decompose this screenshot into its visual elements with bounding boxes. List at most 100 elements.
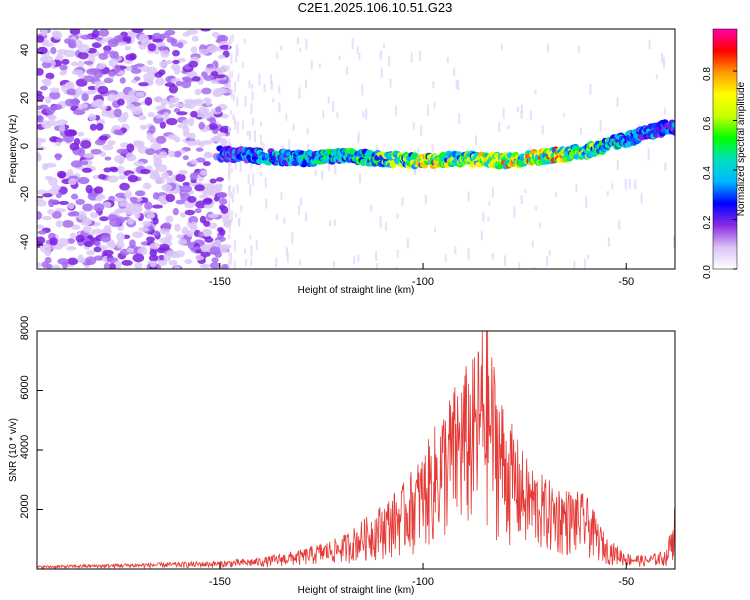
heatmap-noise-cell — [58, 123, 66, 132]
heatmap-faint-cell — [239, 161, 242, 172]
heatmap-noise-cell — [43, 42, 55, 47]
heatmap-faint-cell — [299, 47, 302, 53]
heatmap-noise-cell — [203, 97, 211, 103]
heatmap-faint-cell — [446, 56, 449, 64]
heatmap-noise-cell — [115, 208, 124, 214]
heatmap-noise-cell — [160, 98, 167, 107]
heatmap-faint-cell — [534, 89, 537, 95]
heatmap-noise-cell — [83, 75, 95, 82]
heatmap-faint-cell — [410, 52, 413, 63]
heatmap-noise-cell — [68, 178, 77, 185]
colorbar-label: Normalized spectral amplitude — [736, 81, 747, 216]
heatmap-faint-cell — [228, 65, 231, 71]
heatmap-noise-cell — [208, 222, 218, 229]
heatmap-noise-cell — [67, 39, 76, 48]
heatmap-faint-cell — [228, 172, 231, 177]
heatmap-noise-cell — [214, 250, 223, 258]
heatmap-noise-cell — [107, 140, 116, 146]
heatmap-faint-cell — [375, 145, 378, 151]
bottom-y-tick-label: 6000 — [19, 375, 31, 399]
heatmap-faint-cell — [292, 123, 295, 131]
heatmap-noise-cell — [80, 34, 92, 40]
heatmap-noise-cell — [200, 244, 208, 253]
heatmap-noise-cell — [122, 111, 129, 121]
heatmap-faint-cell — [322, 110, 325, 119]
heatmap-noise-cell — [182, 131, 191, 138]
heatmap-faint-cell — [357, 255, 360, 263]
heatmap-noise-cell — [216, 88, 229, 94]
heatmap-faint-cell — [236, 121, 239, 134]
heatmap-noise-cell — [93, 203, 105, 212]
top-y-tick-label: 0 — [19, 143, 31, 149]
heatmap-faint-cell — [272, 98, 275, 103]
heatmap-faint-cell — [433, 227, 436, 232]
heatmap-faint-cell — [395, 105, 398, 116]
heatmap-noise-cell — [168, 260, 178, 266]
heatmap-noise-cell — [208, 123, 219, 130]
heatmap-faint-cell — [228, 213, 231, 223]
heatmap-faint-cell — [647, 148, 650, 161]
heatmap-noise-cell — [119, 182, 130, 191]
heatmap-noise-cell — [45, 96, 52, 104]
heatmap-noise-cell — [71, 97, 80, 107]
heatmap-noise-cell — [82, 203, 94, 212]
heatmap-noise-cell — [160, 199, 168, 205]
heatmap-noise-cell — [169, 96, 180, 103]
heatmap-noise-cell — [175, 80, 183, 87]
heatmap-faint-cell — [299, 197, 302, 207]
heatmap-noise-cell — [190, 46, 198, 54]
heatmap-faint-cell — [297, 205, 300, 216]
heatmap-noise-cell — [115, 92, 126, 101]
heatmap-noise-cell — [214, 239, 222, 248]
heatmap-noise-cell — [209, 117, 217, 125]
heatmap-noise-cell — [220, 138, 228, 147]
heatmap-noise-cell — [189, 132, 196, 140]
heatmap-noise-cell — [152, 192, 160, 200]
heatmap-faint-cell — [251, 91, 254, 101]
heatmap-noise-cell — [47, 209, 55, 215]
heatmap-noise-cell — [220, 263, 230, 269]
heatmap-noise-cell — [126, 143, 135, 153]
heatmap-noise-cell — [97, 85, 109, 95]
heatmap-noise-cell — [172, 59, 180, 65]
heatmap-noise-cell — [219, 125, 231, 134]
heatmap-noise-cell — [176, 234, 184, 239]
heatmap-faint-cell — [624, 178, 627, 191]
figure-title: C2E1.2025.106.10.51.G23 — [297, 0, 453, 15]
heatmap-faint-cell — [520, 105, 523, 115]
heatmap-faint-cell — [270, 74, 273, 85]
heatmap-noise-cell — [190, 110, 198, 118]
heatmap-noise-cell — [176, 111, 188, 116]
heatmap-noise-cell — [124, 45, 131, 51]
heatmap-noise-cell — [125, 65, 133, 72]
heatmap-noise-cell — [103, 167, 112, 173]
heatmap-noise-cell — [207, 213, 219, 218]
heatmap-noise-cell — [75, 78, 88, 87]
heatmap-faint-cell — [333, 219, 336, 226]
heatmap-faint-cell — [491, 187, 494, 198]
heatmap-faint-cell — [577, 45, 580, 53]
heatmap-noise-cell — [77, 131, 85, 137]
heatmap-faint-cell — [587, 254, 590, 260]
heatmap-faint-cell — [286, 251, 289, 263]
heatmap-noise-cell — [125, 103, 136, 110]
heatmap-noise-cell — [85, 184, 93, 194]
heatmap-noise-cell — [217, 79, 229, 85]
heatmap-faint-cell — [228, 186, 231, 192]
heatmap-faint-cell — [230, 53, 233, 65]
heatmap-noise-cell — [154, 177, 166, 185]
heatmap-faint-cell — [611, 183, 614, 190]
heatmap-noise-cell — [104, 156, 112, 161]
heatmap-faint-cell — [228, 258, 231, 269]
heatmap-noise-cell — [147, 43, 157, 52]
heatmap-faint-cell — [513, 206, 516, 219]
heatmap-noise-cell — [165, 215, 174, 223]
heatmap-noise-cell — [154, 77, 165, 86]
heatmap-noise-cell — [47, 177, 58, 186]
heatmap-faint-cell — [275, 214, 278, 221]
heatmap-faint-cell — [258, 73, 261, 86]
heatmap-faint-cell — [227, 40, 230, 49]
heatmap-noise-cell — [37, 94, 45, 102]
bottom-x-axis-label: Height of straight line (km) — [298, 585, 415, 596]
heatmap-faint-cell — [233, 260, 236, 269]
